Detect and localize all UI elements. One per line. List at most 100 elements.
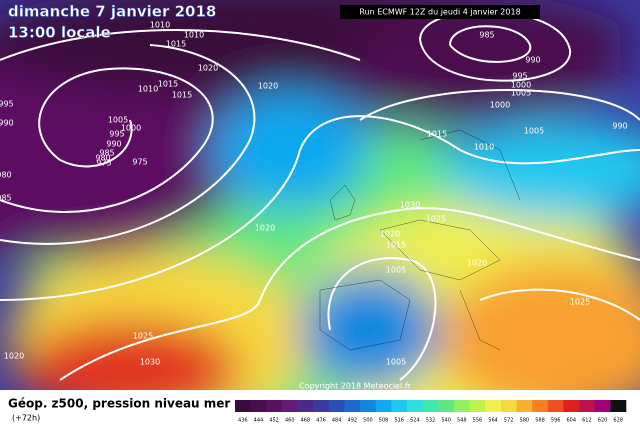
isobar-label: 1030 — [140, 358, 160, 367]
isobar-label: 1000 — [121, 124, 141, 133]
isobar-label: 1020 — [258, 82, 278, 91]
isobar-label: 1010 — [184, 31, 204, 40]
isobar-label: 985 — [99, 149, 114, 158]
colorbar-label: 540 — [441, 418, 451, 424]
colorbar-cell — [360, 400, 377, 412]
colorbar-cell — [313, 400, 330, 412]
colorbar-label: 580 — [520, 418, 530, 424]
isobar-label: 1020 — [467, 259, 487, 268]
isobar-label: 1005 — [386, 266, 406, 275]
isobar-label: 1015 — [386, 241, 406, 250]
isobar-label: 1005 — [524, 127, 544, 136]
isobar-label: 990 — [525, 56, 540, 65]
colorbar-cell — [485, 400, 502, 412]
colorbar-label: 508 — [379, 418, 389, 424]
colorbar-label: 564 — [488, 418, 498, 424]
colorbar-label: 604 — [566, 418, 576, 424]
isobar-label: 1015 — [158, 80, 178, 89]
colorbar-cell — [375, 400, 392, 412]
isobar-label: 1020 — [255, 224, 275, 233]
isobar-label: 995 — [0, 100, 14, 109]
time-label: 13:00 locale — [8, 24, 111, 42]
isobar-label: 1020 — [198, 64, 218, 73]
colorbar-cell — [547, 400, 564, 412]
isobar-label: 1020 — [380, 230, 400, 239]
colorbar-label: 548 — [457, 418, 467, 424]
isobar-label: 975 — [96, 159, 111, 168]
isobar-label: 1025 — [426, 215, 446, 224]
isobar-label: 990 — [106, 140, 121, 149]
colorbar-label: 628 — [613, 418, 623, 424]
colorbar-cell — [250, 400, 267, 412]
isobar-label: 990 — [612, 122, 627, 131]
isobar-label: 995 — [512, 72, 527, 81]
colorbar-label: 588 — [535, 418, 545, 424]
colorbar-label: 620 — [598, 418, 608, 424]
run-box — [340, 5, 540, 19]
colorbar-cell — [594, 400, 611, 412]
colorbar-cell — [610, 400, 627, 412]
colorbar-label: 444 — [254, 418, 264, 424]
colorbar-cell — [328, 400, 345, 412]
run-label: Run ECMWF 12Z du jeudi 4 janvier 2018 — [359, 8, 520, 17]
colorbar-cell — [422, 400, 439, 412]
isobar-label: 1000 — [511, 81, 531, 90]
field-title: Géop. z500, pression niveau mer — [8, 397, 230, 411]
isobar-label: 985 — [479, 31, 494, 40]
colorbar-cell — [453, 400, 470, 412]
isobar-label: 1010 — [474, 143, 494, 152]
isobar-label: 1015 — [172, 91, 192, 100]
isobar-label: 980 — [0, 171, 12, 180]
colorbar-cell — [297, 400, 314, 412]
colorbar-cell — [516, 400, 533, 412]
colorbar-cell — [266, 400, 283, 412]
colorbar-label: 596 — [551, 418, 561, 424]
isobars — [0, 10, 640, 381]
colorbar-cell — [235, 400, 251, 412]
colorbar-label: 492 — [348, 418, 358, 424]
colorbar-cell — [500, 400, 517, 412]
isobar-label: 1000 — [490, 101, 510, 110]
isobar-label: 1025 — [570, 298, 590, 307]
colorbar-cell — [438, 400, 455, 412]
isobar-label: 990 — [0, 119, 14, 128]
colorbar-cell — [344, 400, 361, 412]
colorbar-label: 612 — [582, 418, 592, 424]
colorbar-label: 476 — [316, 418, 326, 424]
isobar-label: 1005 — [108, 116, 128, 125]
date-label: dimanche 7 janvier 2018 — [8, 3, 216, 21]
colorbar-label: 468 — [301, 418, 311, 424]
isobar-label: 1010 — [138, 85, 158, 94]
isobar-label: 995 — [109, 130, 124, 139]
isobar-label: 1030 — [400, 201, 420, 210]
isobar-label: 975 — [132, 158, 147, 167]
isobar-label: 1005 — [511, 89, 531, 98]
colorbar-cell — [532, 400, 549, 412]
colorbar-label: 484 — [332, 418, 342, 424]
colorbar-cell — [469, 400, 486, 412]
isobar-label: 1015 — [427, 130, 447, 139]
colorbar-label: 572 — [504, 418, 514, 424]
colorbar-cell — [563, 400, 580, 412]
isobar-label: 1015 — [166, 40, 186, 49]
colorbar-label: 460 — [285, 418, 295, 424]
colorbar-label: 532 — [426, 418, 436, 424]
colorbar: 436 444 452 460 468 476 484 492 500 508 516 524 532 5… — [235, 400, 627, 424]
lead-time: (+72h) — [12, 414, 40, 423]
isobar-label: 1010 — [150, 21, 170, 30]
coastlines — [319, 129, 521, 351]
colorbar-label: 524 — [410, 418, 420, 424]
isobar-label: 1005 — [386, 358, 406, 367]
colorbar-label: 452 — [269, 418, 279, 424]
isobar-label: 980 — [95, 154, 110, 163]
colorbar-label: 436 — [238, 418, 248, 424]
isobar-label: 1025 — [133, 332, 153, 341]
copyright: Copyright 2018 Meteociel.fr — [299, 382, 411, 391]
isobar-label: 985 — [0, 194, 12, 203]
colorbar-cell — [281, 400, 298, 412]
colorbar-cell — [407, 400, 423, 412]
